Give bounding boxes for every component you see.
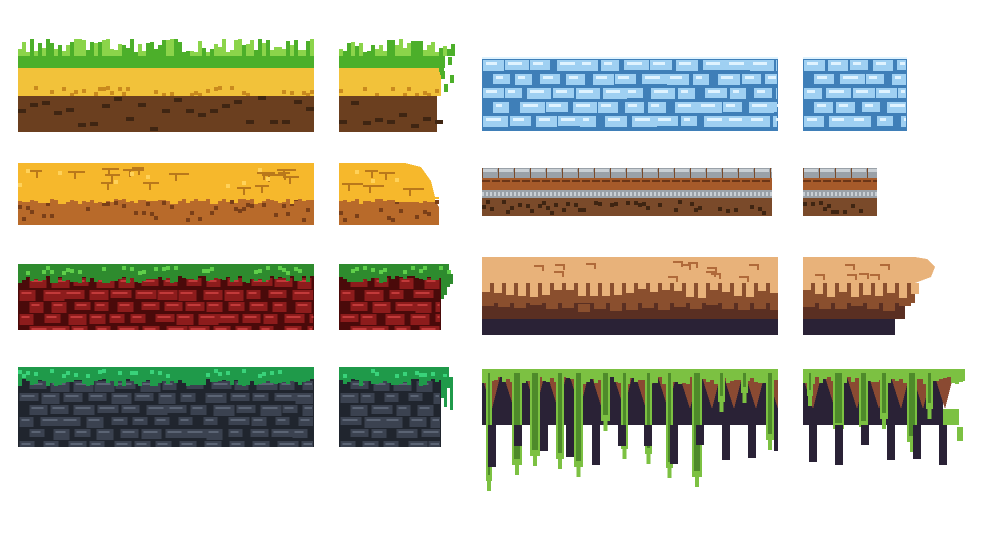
slate-platform-end-tile [339,367,453,447]
slate-platform-long-tile [18,367,314,447]
clay-platform-long-tile [482,257,778,335]
rail-platform-long-tile [482,168,772,216]
cave-moss-platform-long-tile [482,369,778,501]
ice-platform-long-tile [482,57,778,131]
cave-moss-platform-end-tile [803,369,965,465]
sand-platform-long-tile [18,163,314,225]
ice-platform-end-tile [803,57,907,131]
grass-platform-long-tile [18,38,314,132]
rail-platform-end-tile [803,168,877,216]
clay-platform-end-tile [803,257,935,335]
red-rock-platform-long-tile [18,264,314,330]
sand-platform-end-tile [339,163,439,225]
red-rock-platform-end-tile [339,264,453,330]
grass-platform-end-tile [339,38,459,132]
